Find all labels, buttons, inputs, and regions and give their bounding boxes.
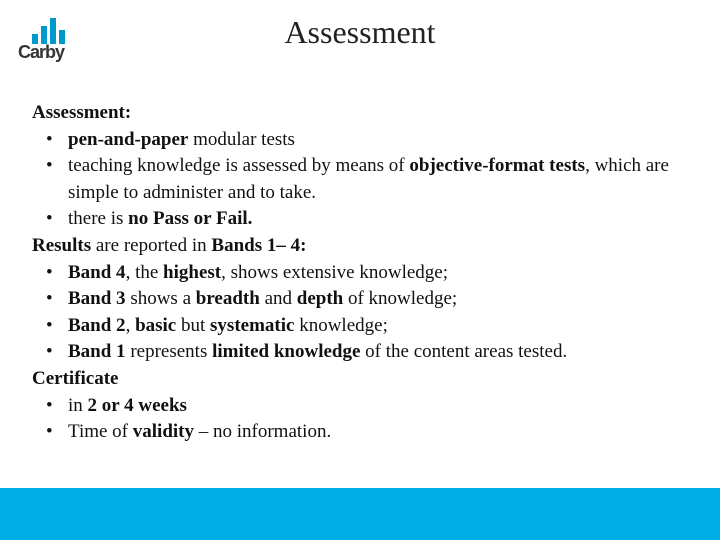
logo-bars-icon xyxy=(32,18,65,44)
logo: Carby xyxy=(18,18,88,68)
bullet-list-c: in 2 or 4 weeks Time of validity – no in… xyxy=(32,393,688,446)
list-item: in 2 or 4 weeks xyxy=(32,393,688,420)
list-item: teaching knowledge is assessed by means … xyxy=(32,153,688,206)
list-item: Time of validity – no information. xyxy=(32,419,688,446)
slide-title: Assessment xyxy=(0,0,720,51)
list-item: Band 1 represents limited knowledge of t… xyxy=(32,339,688,366)
section-heading-certificate: Certificate xyxy=(32,368,119,389)
bullet-list-b: Band 4, the highest, shows extensive kno… xyxy=(32,260,688,366)
list-item: there is no Pass or Fail. xyxy=(32,206,688,233)
list-item: Band 2, basic but systematic knowledge; xyxy=(32,313,688,340)
section-heading-assessment: Assessment: xyxy=(32,102,131,123)
list-item: Band 4, the highest, shows extensive kno… xyxy=(32,260,688,287)
footer-bar xyxy=(0,488,720,540)
results-line: Results are reported in Bands 1– 4: xyxy=(32,233,688,260)
list-item: Band 3 shows a breadth and depth of know… xyxy=(32,286,688,313)
slide-body: Assessment: pen-and-paper modular tests … xyxy=(32,100,688,446)
logo-text: Carby xyxy=(18,42,64,63)
bullet-list-a: pen-and-paper modular tests teaching kno… xyxy=(32,127,688,233)
list-item: pen-and-paper modular tests xyxy=(32,127,688,154)
